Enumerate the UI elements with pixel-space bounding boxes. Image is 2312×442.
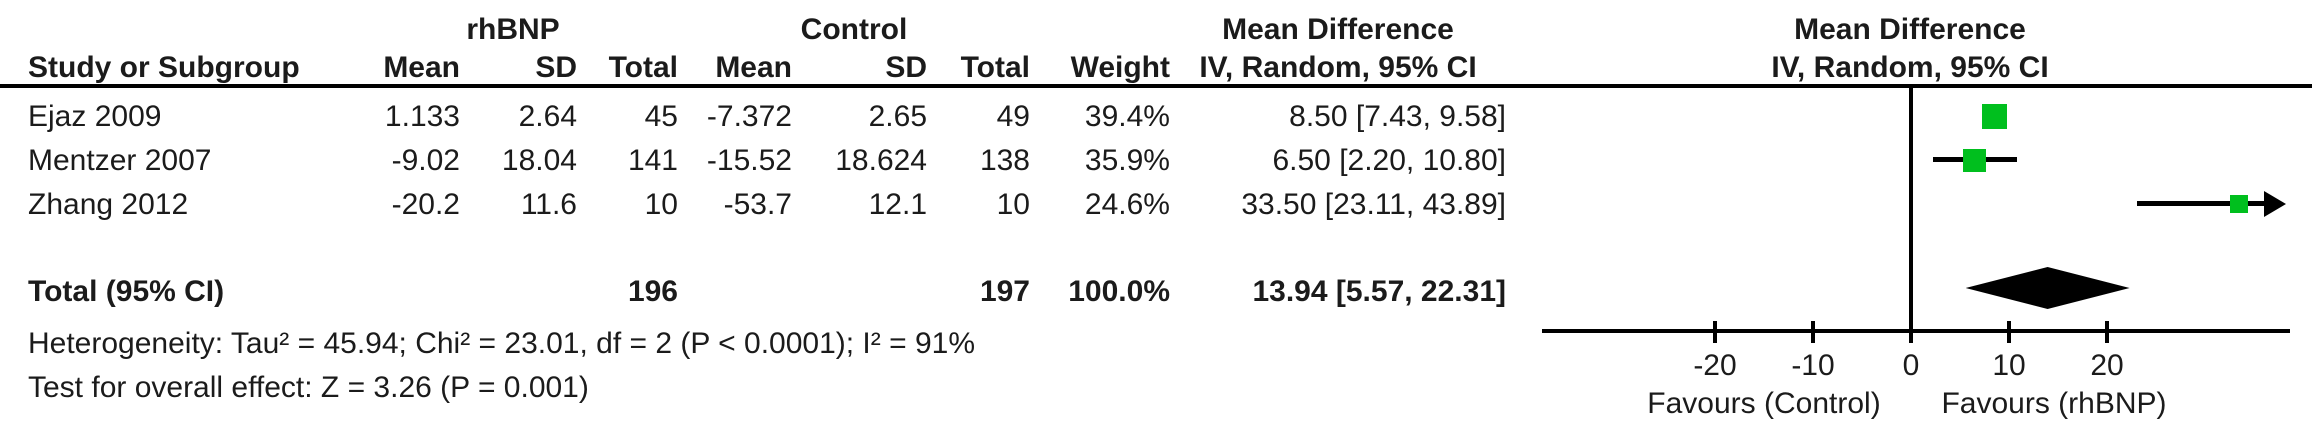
group-header-control: Control (800, 13, 908, 46)
axis-tick (2007, 321, 2011, 343)
sd2-value: 12.1 (868, 188, 927, 221)
study-label: Mentzer 2007 (28, 144, 212, 177)
total1-value: 10 (644, 188, 678, 221)
mean2-value: -53.7 (723, 188, 792, 221)
col-header-mean1: Mean (383, 51, 460, 84)
mean1-value: -20.2 (391, 188, 460, 221)
mean2-value: -15.52 (706, 144, 792, 177)
column-header-row: Study or Subgroup Mean SD Total Mean SD … (28, 51, 1506, 84)
axis-tick (1909, 321, 1913, 343)
total-ci-text: 13.94 [5.57, 22.31] (1252, 275, 1506, 308)
weight-value: 35.9% (1084, 144, 1170, 177)
sd1-value: 18.04 (501, 144, 577, 177)
group-header-rhbnp: rhBNP (466, 13, 560, 46)
ci-text: 6.50 [2.20, 10.80] (1272, 144, 1506, 177)
total-diamond (1965, 267, 2130, 309)
table-row: Mentzer 2007 -9.02 18.04 141 -15.52 18.6… (28, 144, 1506, 177)
axis-tick (1713, 321, 1717, 343)
zero-effect-line (1909, 88, 1913, 333)
col-header-sd2: SD (885, 51, 927, 84)
axis-tick-label: 10 (1992, 349, 2026, 382)
mean2-value: -7.372 (706, 100, 792, 133)
ci-arrow-right (2264, 191, 2286, 217)
total2-value: 49 (996, 100, 1030, 133)
col-header-mean2: Mean (715, 51, 792, 84)
study-label: Ejaz 2009 (28, 100, 162, 133)
col-header-total2: Total (960, 51, 1030, 84)
total-row: Total (95% CI) 196 197 100.0% 13.94 [5.5… (28, 275, 1506, 308)
header-rule (0, 84, 2312, 88)
axis-tick-label: -10 (1791, 349, 1835, 382)
col-header-weight: Weight (1070, 51, 1170, 84)
heterogeneity-text: Heterogeneity: Tau² = 45.94; Chi² = 23.0… (28, 327, 975, 360)
ci-text: 8.50 [7.43, 9.58] (1289, 100, 1506, 133)
mean1-value: 1.133 (384, 100, 460, 133)
total-weight-value: 100.0% (1068, 275, 1170, 308)
ci-text: 33.50 [23.11, 43.89] (1241, 188, 1506, 221)
total-total2-value: 197 (979, 275, 1030, 308)
total2-value: 138 (979, 144, 1030, 177)
favours-left-label: Favours (Control) (1647, 387, 1881, 420)
study-point-marker (1963, 148, 1987, 172)
axis-tick (2105, 321, 2109, 343)
weight-value: 24.6% (1084, 188, 1170, 221)
total1-value: 45 (644, 100, 678, 133)
plot-subheader: IV, Random, 95% CI (1771, 51, 2049, 84)
weight-value: 39.4% (1084, 100, 1170, 133)
col-header-study: Study or Subgroup (28, 51, 300, 84)
sd2-value: 18.624 (835, 144, 927, 177)
sd1-value: 11.6 (520, 188, 577, 221)
overall-effect-text: Test for overall effect: Z = 3.26 (P = 0… (28, 371, 589, 404)
ci-line (2137, 201, 2264, 206)
favours-right-label: Favours (rhBNP) (1941, 387, 2167, 420)
table-row: Ejaz 2009 1.133 2.64 45 -7.372 2.65 49 3… (28, 100, 1506, 133)
mean1-value: -9.02 (391, 144, 460, 177)
col-header-ci: IV, Random, 95% CI (1199, 51, 1477, 84)
axis-tick-label: -20 (1693, 349, 1737, 382)
x-axis (1542, 329, 2290, 333)
plot-header: Mean Difference (1794, 13, 2026, 46)
study-label: Zhang 2012 (28, 188, 189, 221)
study-point-marker (2230, 195, 2249, 213)
study-point-marker (1981, 103, 2007, 129)
axis-tick-label: 20 (2090, 349, 2124, 382)
axis-tick-label: 0 (1902, 349, 1920, 382)
total-label: Total (95% CI) (28, 275, 225, 308)
table-row: Zhang 2012 -20.2 11.6 10 -53.7 12.1 10 2… (28, 188, 1506, 221)
sd2-value: 2.65 (868, 100, 927, 133)
total2-value: 10 (996, 188, 1030, 221)
axis-tick (1811, 321, 1815, 343)
col-header-sd1: SD (535, 51, 577, 84)
total-total1-value: 196 (627, 275, 678, 308)
effect-column-header: Mean Difference (1222, 13, 1454, 46)
sd1-value: 2.64 (518, 100, 577, 133)
col-header-total1: Total (608, 51, 678, 84)
total1-value: 141 (627, 144, 678, 177)
